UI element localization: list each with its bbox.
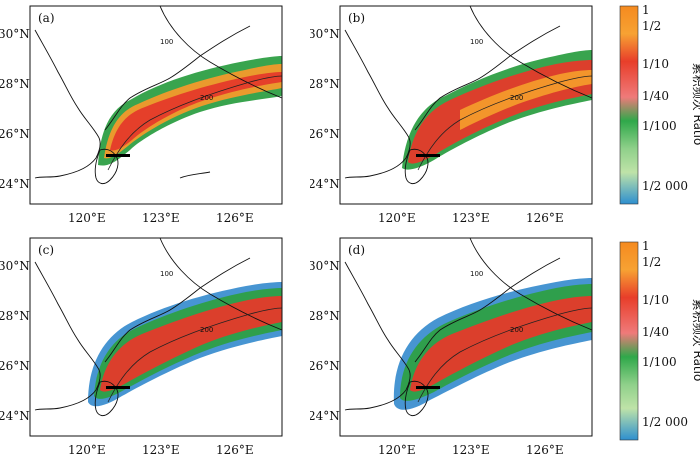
- plume-d-red: [410, 296, 592, 392]
- colorbar-bottom-ramp: [619, 241, 639, 441]
- lat-tick-a-2: 26°N: [0, 127, 30, 141]
- colorbar-bottom-label-1: 1/2: [642, 255, 661, 269]
- lat-tick-c-3: 24°N: [0, 409, 30, 423]
- coastline-c: [34, 237, 283, 417]
- map-svg-c: 200 100 (c) 30°N 28°N 26°N 24°N 120°E 12…: [0, 237, 283, 457]
- isobath-d: 200 100: [417, 270, 593, 403]
- colorbar-top-label-1: 1/2: [642, 19, 661, 33]
- panel-label-a: (a): [38, 11, 55, 25]
- transect-bar-a: [106, 154, 130, 157]
- isobath-label-200-a: 200: [200, 94, 213, 102]
- lat-tick-b-3: 24°N: [310, 177, 340, 191]
- colorbar-top-ramp: [619, 5, 639, 205]
- map-panel-a: 200 100 (a) 30°N 28°N 26°N 24°N 120°E 12…: [0, 0, 300, 232]
- lat-tick-c-1: 28°N: [0, 309, 30, 323]
- isobath-label-100-c: 100: [160, 270, 173, 278]
- lon-tick-d-0: 120°E: [378, 443, 416, 457]
- colorbar-bottom: 1 1/2 1/10 1/40 1/100 1/2 000 累积频次 Ratio: [612, 236, 700, 446]
- lat-tick-d-2: 26°N: [310, 359, 340, 373]
- plume-c: [88, 282, 282, 407]
- panel-label-c: (c): [38, 243, 54, 257]
- coastline-a: [34, 5, 283, 185]
- lon-tick-b-1: 123°E: [452, 211, 490, 225]
- plume-b-orange: [460, 70, 592, 130]
- plume-b: [402, 50, 592, 170]
- colorbar-top-label-5: 1/2 000: [642, 179, 688, 193]
- isobath-label-200-b: 200: [510, 94, 523, 102]
- lat-tick-c-2: 26°N: [0, 359, 30, 373]
- lon-tick-d-2: 126°E: [526, 443, 564, 457]
- lon-tick-d-1: 123°E: [452, 443, 490, 457]
- lat-tick-a-0: 30°N: [0, 27, 30, 41]
- map-svg-b: 200 100 (b) 30°N 28°N 26°N 24°N 120°E 12…: [310, 5, 593, 225]
- frame-a: [29, 5, 283, 205]
- isobath-label-100-a: 100: [160, 38, 173, 46]
- colorbar-bottom-label-2: 1/10: [642, 293, 669, 307]
- colorbar-bottom-svg: 1 1/2 1/10 1/40 1/100 1/2 000 累积频次 Ratio: [619, 239, 700, 441]
- lat-tick-a-1: 28°N: [0, 77, 30, 91]
- map-svg-d: 200 100 (d) 30°N 28°N 26°N 24°N 120°E 12…: [310, 237, 593, 457]
- isobath-c: 200 100: [107, 270, 283, 403]
- lon-tick-c-2: 126°E: [216, 443, 254, 457]
- lat-tick-d-1: 28°N: [310, 309, 340, 323]
- colorbar-bottom-label-3: 1/40: [642, 325, 669, 339]
- lat-tick-c-0: 30°N: [0, 259, 30, 273]
- lon-tick-c-0: 120°E: [68, 443, 106, 457]
- lat-tick-d-0: 30°N: [310, 259, 340, 273]
- colorbar-bottom-label-5: 1/2 000: [642, 415, 688, 429]
- map-panel-c: 200 100 (c) 30°N 28°N 26°N 24°N 120°E 12…: [0, 232, 300, 464]
- lon-tick-b-2: 126°E: [526, 211, 564, 225]
- isobath-label-200-c: 200: [200, 326, 213, 334]
- isobath-b: 200 100: [417, 38, 593, 171]
- frame-c: [29, 237, 283, 437]
- isobath-label-100-b: 100: [470, 38, 483, 46]
- panel-label-b: (b): [348, 11, 365, 25]
- coastline-d: [344, 237, 593, 417]
- lon-tick-c-1: 123°E: [142, 443, 180, 457]
- lat-tick-b-2: 26°N: [310, 127, 340, 141]
- colorbar-bottom-title: 累积频次 Ratio: [691, 299, 700, 382]
- map-svg-a: 200 100 (a) 30°N 28°N 26°N 24°N 120°E 12…: [0, 5, 283, 225]
- frame-b: [339, 5, 593, 205]
- colorbar-top-label-3: 1/40: [642, 89, 669, 103]
- colorbar-bottom-label-0: 1: [642, 239, 650, 253]
- plume-d: [393, 278, 592, 410]
- lon-tick-b-0: 120°E: [378, 211, 416, 225]
- colorbar-top-label-0: 1: [642, 3, 650, 17]
- colorbar-top-title: 累积频次 Ratio: [691, 63, 700, 146]
- plume-a: [98, 56, 282, 166]
- panel-label-d: (d): [348, 243, 365, 257]
- colorbar-top-label-4: 1/100: [642, 119, 677, 133]
- isobath-a: 200 100: [107, 38, 283, 171]
- colorbar-top: 1 1/2 1/10 1/40 1/100 1/2 000 累积频次 Ratio: [612, 0, 700, 210]
- lon-tick-a-0: 120°E: [68, 211, 106, 225]
- lat-tick-b-0: 30°N: [310, 27, 340, 41]
- colorbar-top-svg: 1 1/2 1/10 1/40 1/100 1/2 000 累积频次 Ratio: [619, 3, 700, 205]
- colorbar-top-label-2: 1/10: [642, 57, 669, 71]
- plume-a-red: [110, 72, 282, 151]
- isobath-label-100-d: 100: [470, 270, 483, 278]
- frame-d: [339, 237, 593, 437]
- plume-c-red: [100, 296, 282, 392]
- isobath-label-200-d: 200: [510, 326, 523, 334]
- transect-bar-b: [416, 154, 440, 157]
- lon-tick-a-2: 126°E: [216, 211, 254, 225]
- colorbar-bottom-label-4: 1/100: [642, 355, 677, 369]
- lat-tick-b-1: 28°N: [310, 77, 340, 91]
- map-panel-b: 200 100 (b) 30°N 28°N 26°N 24°N 120°E 12…: [310, 0, 610, 232]
- lat-tick-a-3: 24°N: [0, 177, 30, 191]
- lat-tick-d-3: 24°N: [310, 409, 340, 423]
- transect-bar-d: [416, 386, 440, 389]
- lon-tick-a-1: 123°E: [142, 211, 180, 225]
- transect-bar-c: [106, 386, 130, 389]
- map-panel-d: 200 100 (d) 30°N 28°N 26°N 24°N 120°E 12…: [310, 232, 610, 464]
- coastline-b: [344, 5, 593, 185]
